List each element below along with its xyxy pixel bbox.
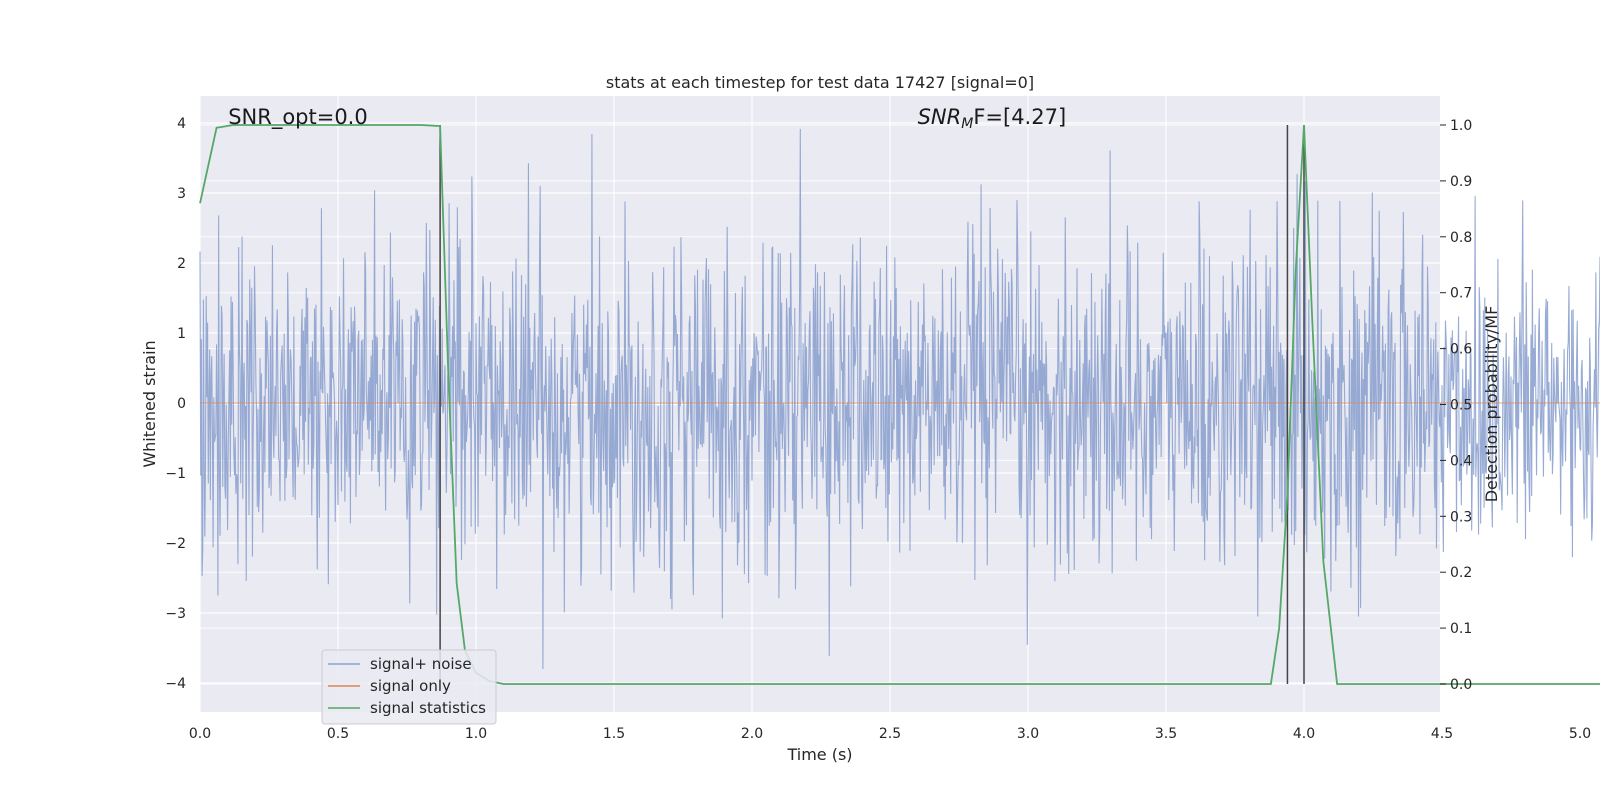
vertical-lines <box>439 125 1305 684</box>
legend: signal+ noise signal only signal statist… <box>321 649 497 725</box>
x-tick-5: 2.5 <box>879 726 901 742</box>
x-tick-9: 4.5 <box>1431 726 1453 742</box>
y2-axis-label: Detection probability/MF <box>1482 306 1501 503</box>
y-tick-5: −1 <box>165 466 186 482</box>
y-tick-1: 3 <box>177 186 186 202</box>
x-tick-labels: 0.00.51.01.52.02.53.03.54.04.55.05.56.06… <box>189 726 1591 742</box>
series-signal-noise <box>199 128 1600 670</box>
y2-tick-0: 1.0 <box>1450 118 1472 134</box>
x-tick-3: 1.5 <box>603 726 625 742</box>
y2-tick-8: 0.2 <box>1450 565 1472 581</box>
legend-label-signal-noise: signal+ noise <box>370 655 472 673</box>
legend-label-signal-statistics: signal statistics <box>370 699 486 717</box>
y-tick-0: 4 <box>177 116 186 132</box>
y2-tick-2: 0.8 <box>1450 230 1472 246</box>
x-axis-label: Time (s) <box>786 745 852 764</box>
y-tick-labels: 4 3 2 1 0 −1 −2 −3 −4 <box>165 116 186 692</box>
chart-title: stats at each timestep for test data 174… <box>606 73 1034 92</box>
x-tick-0: 0.0 <box>189 726 211 742</box>
x-tick-1: 0.5 <box>327 726 349 742</box>
y-tick-8: −4 <box>165 676 186 692</box>
y-tick-2: 2 <box>177 256 186 272</box>
y2-tick-7: 0.3 <box>1450 509 1472 525</box>
x-tick-10: 5.0 <box>1569 726 1591 742</box>
y-tick-4: 0 <box>177 396 186 412</box>
y2-tick-9: 0.1 <box>1450 621 1472 637</box>
x-tick-8: 4.0 <box>1293 726 1315 742</box>
y-tick-6: −2 <box>165 536 186 552</box>
series-signal-statistics <box>199 124 1600 685</box>
signal-statistics-line <box>199 124 1600 685</box>
legend-box <box>321 649 497 725</box>
y-axis-label: Whitened strain <box>140 340 159 467</box>
legend-label-signal-only: signal only <box>370 677 451 695</box>
x-tick-4: 2.0 <box>741 726 763 742</box>
y2-tick-4: 0.6 <box>1450 342 1472 358</box>
y2-tick-labels: 1.0 0.9 0.8 0.7 0.6 0.5 0.4 0.3 0.2 0.1 0.0 <box>1440 118 1472 693</box>
annotation-1: SNRMF=[4.27] <box>918 105 1067 132</box>
y2-tick-5: 0.5 <box>1450 398 1472 414</box>
y2-tick-10: 0.0 <box>1450 677 1472 693</box>
x-tick-6: 3.0 <box>1017 726 1039 742</box>
y-tick-3: 1 <box>177 326 186 342</box>
y2-tick-3: 0.7 <box>1450 286 1472 302</box>
noise-line <box>199 128 1600 670</box>
x-tick-7: 3.5 <box>1155 726 1177 742</box>
annotation-0: SNR_opt=0.0 <box>228 105 368 130</box>
y2-tick-1: 0.9 <box>1450 174 1472 190</box>
x-tick-2: 1.0 <box>465 726 487 742</box>
y-tick-7: −3 <box>165 606 186 622</box>
y2-tick-6: 0.4 <box>1450 453 1472 469</box>
